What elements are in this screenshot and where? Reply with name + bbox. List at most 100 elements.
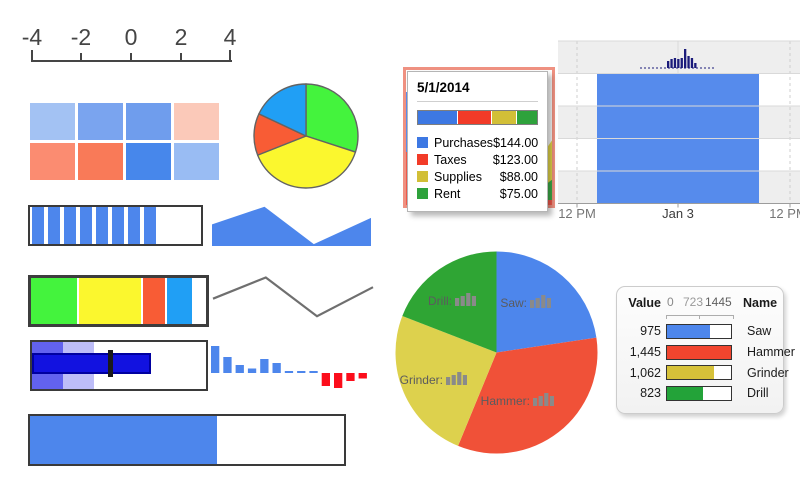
- winloss-bar: [211, 346, 220, 373]
- annotation-mini-bar: [680, 58, 683, 68]
- table-row: 1,445 Hammer: [625, 342, 795, 363]
- table-cell-value: 975: [640, 324, 661, 339]
- winloss-bar: [223, 357, 232, 373]
- progress-bar: [28, 414, 346, 466]
- table-header-name: Name: [743, 296, 778, 310]
- mini-barchart-icon: [457, 372, 462, 385]
- table-row: 823 Drill: [625, 383, 775, 404]
- axis-line: [31, 60, 232, 62]
- table-cell-value: 1,445: [629, 345, 661, 360]
- tooltip-divider: [417, 101, 538, 102]
- axis-tick-label: 0: [124, 24, 138, 50]
- tooltip-bar-segment: [492, 111, 516, 124]
- chart-tooltip: 5/1/2014 Purchases $144.00 Taxes $123.00 Sup…: [407, 71, 548, 212]
- tooltip-legend-row: Purchases $144.00: [417, 134, 538, 151]
- bar-segment: [31, 278, 77, 324]
- legend-swatch: [417, 154, 428, 165]
- bullet-measure-bar: [32, 353, 151, 374]
- table-bar-fill: [667, 366, 715, 380]
- mini-barchart-icon: [544, 393, 549, 406]
- winloss-bar: [297, 371, 306, 373]
- annotation-mini-bar: [670, 59, 673, 68]
- pie-slice-label: Grinder:: [400, 373, 443, 387]
- axis-tick: [180, 53, 182, 60]
- table-bar-fill: [667, 386, 704, 400]
- mini-barchart-icon: [460, 296, 465, 306]
- winloss-bar: [321, 373, 330, 386]
- pie-slice: [496, 251, 597, 353]
- mini-barchart-icon: [471, 296, 476, 306]
- legend-label: Supplies: [434, 169, 482, 184]
- heatmap-cell: [78, 103, 123, 140]
- bullet-target-marker: [108, 350, 113, 377]
- tooltip-date-title: 5/1/2014: [417, 80, 470, 95]
- tooltip-bar-segment: [418, 111, 457, 124]
- mini-barchart-icon: [451, 375, 456, 385]
- table-cell-name: Drill: [747, 386, 769, 401]
- table-axis-tick: [699, 315, 700, 319]
- legend-label: Purchases: [434, 135, 494, 150]
- table-header-value: Value: [628, 296, 661, 310]
- mini-barchart-icon: [541, 295, 546, 308]
- axis-tick: [80, 53, 82, 60]
- winloss-bar: [358, 373, 367, 379]
- heatmap-cell: [174, 143, 219, 180]
- legend-swatch: [417, 137, 428, 148]
- number-line-chart: -4 -2 0 2 4: [22, 24, 242, 72]
- table-bar-axis: 0 723 1445: [666, 294, 738, 321]
- axis-tick-label: -4: [21, 24, 43, 50]
- legend-swatch: [417, 171, 428, 182]
- mini-barchart-icon: [530, 300, 535, 308]
- striped-progress-fill: [32, 207, 156, 244]
- winloss-bar: [309, 371, 318, 373]
- heatmap-chart: [30, 103, 219, 180]
- axis-tick-label: 2: [174, 24, 188, 50]
- heatmap-cell: [30, 103, 75, 140]
- table-row: 1,062 Grinder: [625, 362, 789, 383]
- mini-barchart-icon: [455, 298, 460, 306]
- heatmap-cell: [126, 143, 171, 180]
- table-cell-bar: [666, 385, 732, 401]
- tooltip-legend-row: Taxes $123.00: [417, 151, 538, 168]
- segmented-bar: [28, 275, 209, 327]
- timeline-column-chart: 12 PM Jan 3 12 PM: [558, 40, 800, 221]
- table-body: 975 Saw 1,445 Hammer 1,062 Grinder 823 Drill: [625, 321, 795, 404]
- axis-tick: [31, 50, 33, 60]
- tooltip-legend: Purchases $144.00 Taxes $123.00 Supplies $88.…: [417, 134, 538, 202]
- table-cell-name: Saw: [747, 324, 772, 339]
- table-cell-bar: [666, 323, 732, 339]
- table-axis-line: [666, 315, 734, 316]
- bar-segment: [167, 278, 192, 324]
- pie-slice-label: Saw:: [500, 296, 527, 310]
- table-cell-value: 1,062: [629, 365, 661, 380]
- table-row: 975 Saw: [625, 321, 775, 342]
- winloss-bar: [247, 368, 257, 373]
- legend-value: $123.00: [492, 152, 538, 167]
- mini-barchart-icon: [546, 298, 551, 308]
- table-bar-fill: [667, 324, 711, 338]
- mini-barchart-icon: [538, 396, 543, 406]
- x-axis-label: 12 PM: [558, 206, 596, 221]
- winloss-bar: [284, 371, 294, 373]
- winloss-bar: [260, 359, 269, 373]
- pie-slice: [402, 251, 497, 353]
- table-cell-bar: [666, 344, 732, 360]
- axis-tick-label: -2: [70, 24, 92, 50]
- pie-chart-large: Saw: Hammer: Grinder: Drill:: [395, 251, 598, 454]
- axis-tick-label: 4: [223, 24, 237, 50]
- pie-slice: [256, 135, 357, 189]
- winloss-bar: [272, 363, 281, 373]
- line-sparkline: [212, 276, 374, 318]
- table-axis-label: 1445: [705, 295, 732, 309]
- tooltip-legend-row: Supplies $88.00: [417, 168, 538, 185]
- annotation-mini-bar: [677, 59, 680, 68]
- legend-value: $144.00: [493, 135, 539, 150]
- x-axis-label: Jan 3: [662, 206, 694, 221]
- table-axis-tick: [733, 315, 734, 319]
- annotation-mini-bar: [690, 58, 694, 68]
- bar-segment: [79, 278, 141, 324]
- winloss-bar-sparkline: [211, 346, 367, 388]
- legend-value: $75.00: [499, 186, 538, 201]
- winloss-bar: [334, 373, 343, 388]
